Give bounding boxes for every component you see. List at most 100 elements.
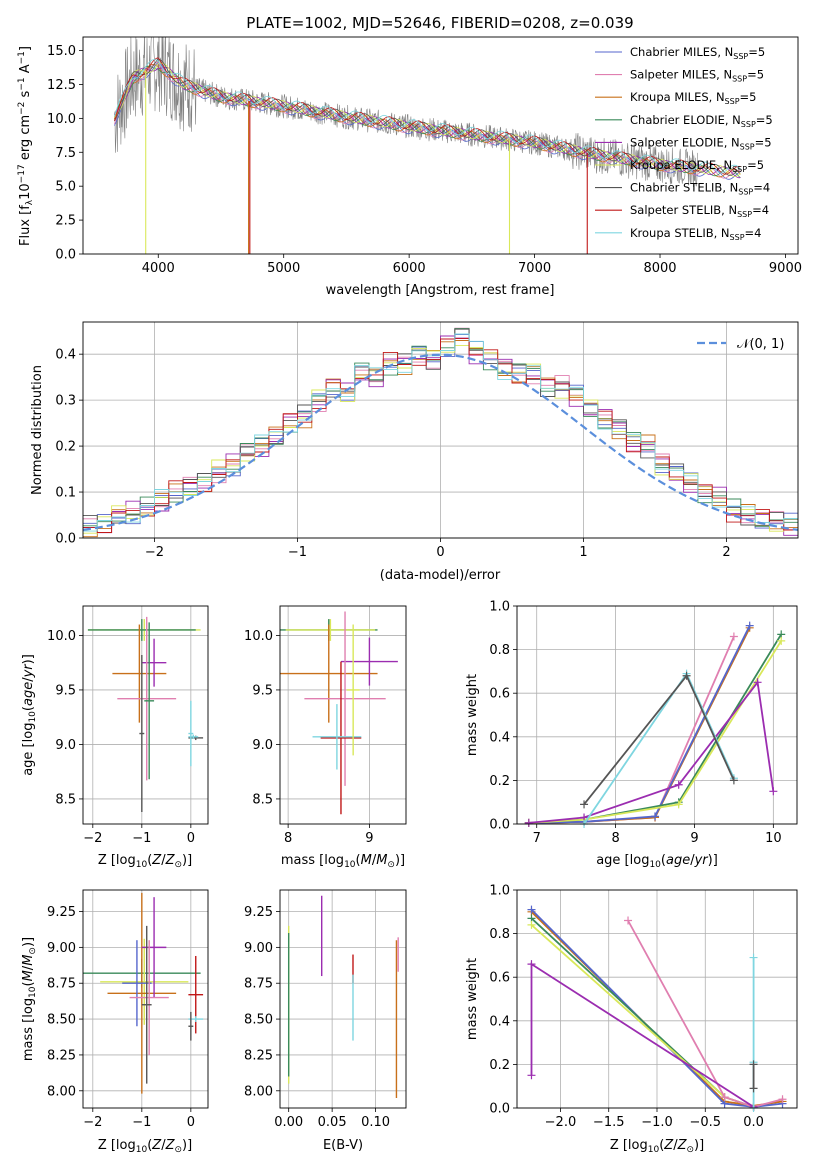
weight_vs_z-ytick-label: 0.2 — [489, 1058, 510, 1073]
weight_vs_z-marker — [749, 953, 758, 962]
mass_vs_z-ytick-label: 8.75 — [47, 977, 76, 992]
residuals-ytick-label: 0.3 — [55, 394, 76, 409]
age_vs_mass-axes — [276, 606, 406, 828]
weight_vs_z-marker — [749, 1060, 758, 1069]
spectrum-model-line — [114, 62, 741, 179]
residual-histogram — [83, 333, 798, 532]
weight_vs_age-marker — [674, 780, 683, 789]
mass_vs_z-xtick-label: −1 — [132, 1115, 151, 1130]
weight_vs_z-marker — [749, 1084, 758, 1093]
weight_vs_z-xtick-label: −1.5 — [593, 1115, 625, 1130]
legend-label: Kroupa STELIB, NSSP=4 — [630, 226, 761, 242]
weight_vs_z-marker — [527, 905, 536, 914]
residual-histogram — [83, 328, 798, 526]
spectrum-model-line — [114, 58, 741, 176]
spectrum-model-line — [114, 66, 741, 179]
weight_vs_z-marker — [720, 1093, 729, 1102]
age-vs-z-ylabel: age [log10(age/yr)] — [21, 654, 38, 776]
weight_vs_z-marker — [778, 1095, 787, 1104]
age_vs_z-frame — [82, 605, 209, 825]
mass_vs_ebv-ytick-label: 8.25 — [244, 1048, 273, 1063]
weight_vs_age-frame — [516, 605, 798, 825]
age_vs_z-ytick-label: 9.5 — [55, 683, 76, 698]
weight_vs_age-marker — [769, 787, 778, 796]
weight_vs_age-marker — [729, 776, 738, 785]
weight_vs_age-marker — [682, 671, 691, 680]
spectrum-ytick-label: 12.5 — [47, 78, 76, 93]
residuals-xlabel: (data-model)/error — [380, 568, 501, 583]
residuals-ytick-label: 0.2 — [55, 440, 76, 455]
weight_vs_z-ytick-label: 0.6 — [489, 971, 510, 986]
normal-curve — [82, 353, 799, 531]
weight_vs_age-ytick-label: 0.0 — [489, 818, 510, 833]
mass_vs_z-axes — [79, 890, 208, 1112]
age-vs-z-xlabel: Z [log10(Z/Z⊙)] — [98, 853, 192, 870]
weight_vs_age-marker — [777, 636, 786, 645]
spectrum-title: PLATE=1002, MJD=52646, FIBERID=0208, z=0… — [246, 14, 633, 32]
mass_vs_z-xtick-label: 0 — [187, 1115, 195, 1130]
mass_vs_ebv-xtick-label: 0.00 — [274, 1115, 303, 1130]
mass_vs_ebv-frame — [279, 889, 407, 1109]
legend-label: Kroupa ELODIE, NSSP=5 — [630, 158, 764, 174]
spectrum-ytick-label: 2.5 — [55, 214, 76, 229]
weight_vs_age-xtick-label: 10 — [765, 831, 782, 846]
residuals-xtick-label: 0 — [436, 545, 444, 560]
age_vs_mass-frame — [279, 605, 407, 825]
spectrum-xtick-label: 9000 — [769, 261, 802, 276]
mass_vs_ebv-ytick-label: 8.75 — [244, 977, 273, 992]
spectrum-xtick-label: 6000 — [393, 261, 426, 276]
spectrum-model-line — [114, 64, 741, 178]
weight_vs_age-ytick-label: 1.0 — [489, 600, 510, 615]
weight_vs_z-ytick-label: 0.8 — [489, 927, 510, 942]
spectrum-frame — [82, 36, 799, 255]
age_vs_mass-xtick-label: 9 — [365, 831, 373, 846]
mass-vs-ebv-xlabel: E(B-V) — [323, 1138, 363, 1153]
spectrum-model-line — [114, 59, 741, 174]
residuals-xtick-label: −2 — [145, 545, 164, 560]
age_vs_mass-ytick-label: 9.0 — [252, 738, 273, 753]
weight_vs_age-marker — [651, 812, 660, 821]
residual-histogram — [83, 338, 798, 533]
weight_vs_age-ytick-label: 0.8 — [489, 643, 510, 658]
spectrum-ytick-label: 7.5 — [55, 146, 76, 161]
weight_vs_age-ytick-label: 0.4 — [489, 730, 510, 745]
age_vs_mass-ytick-label: 10.0 — [244, 629, 273, 644]
weight-vs-age-ylabel: mass weight — [465, 674, 480, 756]
weight_vs_age-series-line — [528, 680, 775, 824]
mass-vs-z-ylabel: mass [log10(M/M⊙)] — [21, 937, 38, 1061]
legend-label: Chabrier MILES, NSSP=5 — [630, 45, 765, 61]
weight_vs_age-axes — [513, 605, 797, 828]
mass_vs_z-ytick-label: 9.00 — [47, 941, 76, 956]
age_vs_z-xtick-label: 0 — [187, 831, 195, 846]
normal-legend-label: 𝒩(0, 1) — [737, 337, 784, 352]
spectrum-model-line — [114, 57, 741, 175]
weight_vs_age-marker — [524, 818, 533, 827]
weight_vs_z-series-line — [530, 924, 754, 1108]
age_vs_mass-ytick-label: 8.5 — [252, 792, 273, 807]
weight-vs-z-xlabel: Z [log10(Z/Z⊙)] — [610, 1138, 704, 1155]
legend-label: Salpeter STELIB, NSSP=4 — [630, 203, 769, 219]
weight_vs_z-marker — [527, 920, 536, 929]
weight_vs_z-marker — [527, 1071, 536, 1080]
residuals-xtick-label: 2 — [722, 545, 730, 560]
mass_vs_ebv-ytick-label: 8.00 — [244, 1084, 273, 1099]
weight_vs_age-marker — [580, 800, 589, 809]
legend-label: Chabrier ELODIE, NSSP=5 — [630, 113, 773, 129]
weight_vs_z-ytick-label: 0.0 — [489, 1102, 510, 1117]
mass_vs_ebv-xtick-label: 0.10 — [361, 1115, 390, 1130]
legend-label: Chabrier STELIB, NSSP=4 — [630, 181, 770, 197]
weight_vs_z-marker — [624, 916, 633, 925]
weight_vs_age-series-line — [528, 627, 751, 824]
mass_vs_z-ytick-label: 8.25 — [47, 1048, 76, 1063]
spectrum-ytick-label: 15.0 — [47, 44, 76, 59]
weight_vs_age-marker — [729, 632, 738, 641]
residuals-ytick-label: 0.4 — [55, 348, 76, 363]
spectrum-model-line — [114, 65, 741, 179]
spectrum-model-line — [114, 62, 741, 178]
mass_vs_ebv-axes — [276, 890, 406, 1112]
weight_vs_age-marker — [753, 678, 762, 687]
age_vs_z-ytick-label: 9.0 — [55, 738, 76, 753]
residuals-ytick-label: 0.1 — [55, 486, 76, 501]
spectrum-ytick-label: 5.0 — [55, 180, 76, 195]
mass_vs_ebv-ytick-label: 9.00 — [244, 941, 273, 956]
